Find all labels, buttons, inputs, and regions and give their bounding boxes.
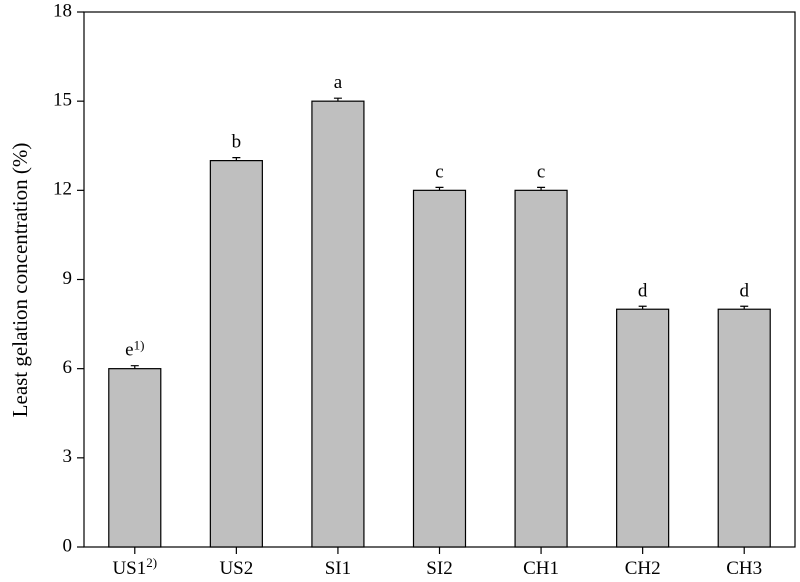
y-tick-label: 0	[63, 535, 73, 556]
significance-letter: c	[537, 162, 545, 183]
category: SI1	[325, 558, 351, 579]
category: CH3	[726, 558, 762, 579]
significance-letter: d	[739, 281, 749, 302]
x-tick-label: CH3	[726, 558, 762, 579]
letter: e	[125, 340, 133, 361]
significance-letter: c	[435, 162, 443, 183]
x-tick-label: SI2	[426, 558, 452, 579]
error-bar	[435, 186, 444, 191]
significance-letter: e1)	[125, 338, 144, 361]
category: CH2	[625, 558, 661, 579]
bar	[311, 100, 365, 548]
y-tick-label: 9	[63, 268, 73, 289]
category: US1	[112, 558, 146, 579]
letter: c	[435, 162, 443, 183]
category: US2	[219, 558, 253, 579]
bar	[108, 368, 162, 548]
y-tick-label: 15	[53, 90, 72, 111]
letter: c	[537, 162, 545, 183]
x-tick-label: CH1	[523, 558, 559, 579]
x-tick-label: US2	[219, 558, 253, 579]
error-bar	[232, 157, 241, 161]
y-tick-label: 6	[63, 357, 73, 378]
error-bar	[333, 97, 342, 102]
x-tick-label: US12)	[112, 555, 157, 579]
x-tick-label: CH2	[625, 558, 661, 579]
y-tick-label: 12	[53, 179, 72, 200]
x-tick-label: SI1	[325, 558, 351, 579]
bar	[514, 189, 568, 548]
letter: d	[739, 281, 749, 302]
error-bar	[638, 305, 647, 310]
bar	[616, 308, 670, 548]
bar	[717, 308, 771, 548]
category: CH1	[523, 558, 559, 579]
category-note: 2)	[146, 555, 157, 570]
bar	[412, 189, 467, 548]
significance-letter: a	[334, 73, 343, 94]
letter-note: 1)	[134, 338, 145, 353]
letter: b	[232, 132, 242, 153]
significance-letter: b	[232, 132, 242, 153]
error-bar	[537, 186, 546, 191]
y-tick-label: 3	[63, 446, 73, 467]
bar	[209, 160, 263, 548]
error-bar	[740, 305, 749, 310]
y-tick-label: 18	[53, 0, 72, 21]
letter: d	[638, 281, 648, 302]
significance-letter: d	[638, 281, 648, 302]
letter: a	[334, 73, 343, 94]
error-bar	[130, 365, 139, 369]
y-axis-label: Least gelation concentration (%)	[8, 143, 32, 418]
category: SI2	[426, 558, 452, 579]
